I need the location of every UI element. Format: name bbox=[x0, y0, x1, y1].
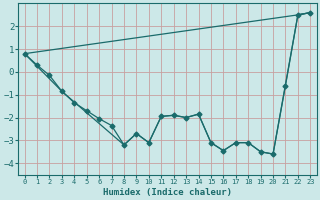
X-axis label: Humidex (Indice chaleur): Humidex (Indice chaleur) bbox=[103, 188, 232, 197]
